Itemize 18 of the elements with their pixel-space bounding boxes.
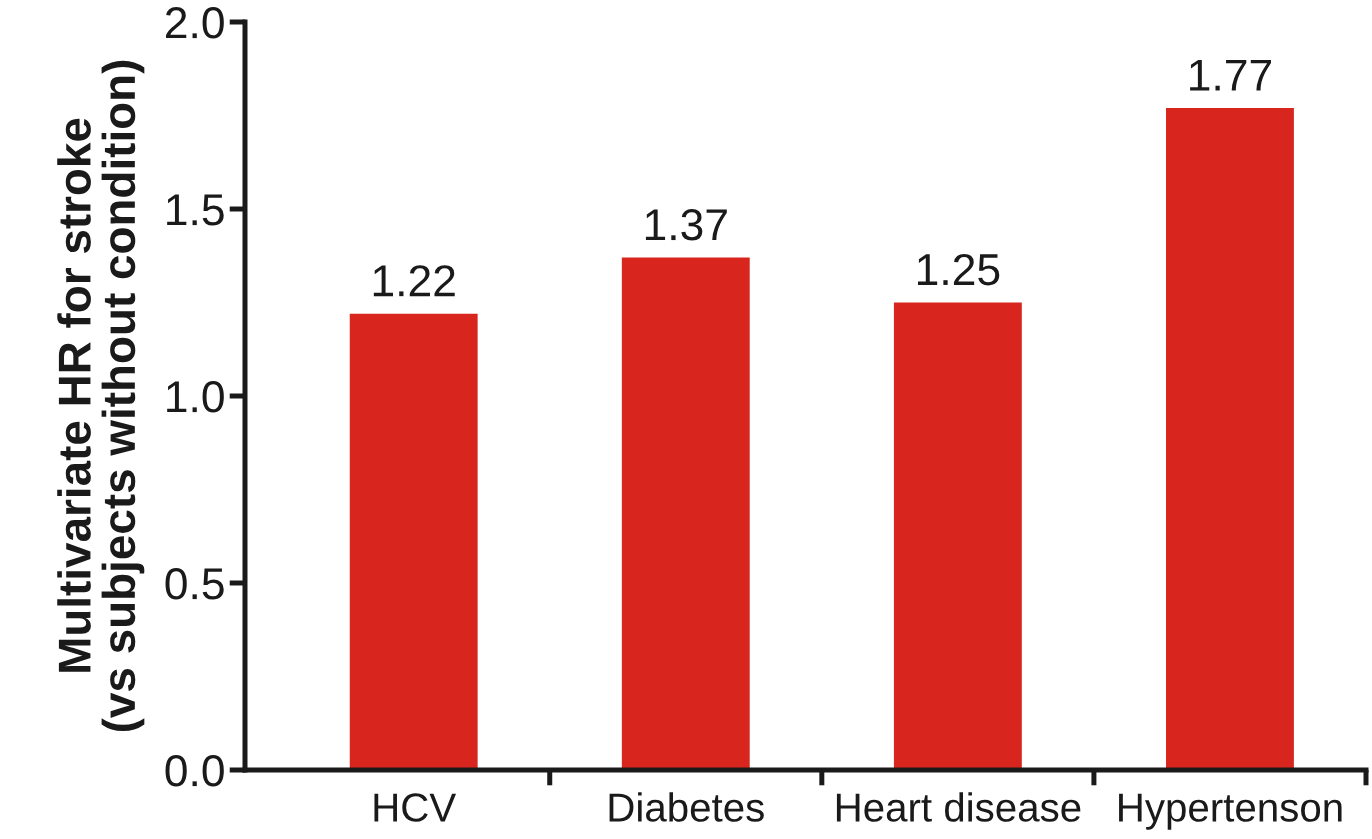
y-tick-label: 2.0 (166, 7, 224, 39)
bar (893, 302, 1022, 770)
data-label: 1.77 (1190, 59, 1271, 91)
y-tick-label: 1.0 (167, 381, 224, 413)
data-label: 1.22 (373, 265, 455, 297)
x-tick-label: Diabetes (609, 792, 764, 822)
x-tick-label: Heart disease (836, 792, 1081, 822)
y-axis-title: Multivariate HR for stroke (vs subjects without condition) (57, 60, 145, 732)
x-tick-label: Hypertenson (1119, 793, 1342, 830)
y-tick-label: 0.0 (165, 755, 224, 787)
bar (621, 257, 750, 770)
x-tick-label: HCV (374, 793, 457, 822)
y-tick-label: 0.5 (165, 568, 224, 600)
y-tick-label: 1.5 (167, 194, 224, 226)
bar (1166, 108, 1294, 770)
bar (349, 313, 478, 770)
data-label: 1.37 (645, 209, 727, 241)
data-label: 1.25 (918, 253, 1000, 286)
